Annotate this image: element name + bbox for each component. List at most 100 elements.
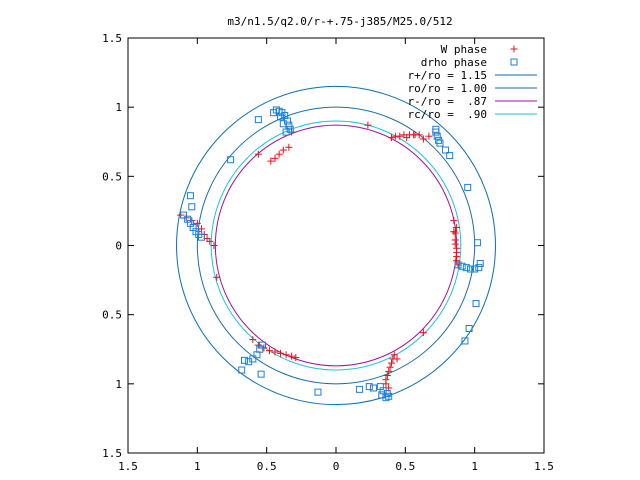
x-tick-label: 0 [333, 460, 340, 473]
w-phase-point [419, 329, 427, 337]
w-phase-point [393, 355, 401, 363]
w-phase-point [249, 336, 257, 344]
drho-phase-point [188, 203, 196, 211]
w-phase-point [451, 240, 459, 248]
y-tick-label: 1.5 [102, 447, 122, 460]
drho-phase-point [446, 152, 454, 160]
drho-phase-point [473, 239, 481, 247]
y-tick-label: 0.5 [102, 309, 122, 322]
w-phase-point [383, 372, 391, 380]
legend-label: ro/ro = 1.00 [408, 82, 487, 95]
w-phase-point [267, 157, 275, 165]
drho-phase-point [476, 259, 484, 267]
drho-phase-point [253, 351, 261, 359]
w-phase-point [387, 359, 395, 367]
w-phase-point [279, 146, 287, 154]
drho-phase-point [461, 337, 469, 345]
drho-phase-point [475, 264, 483, 272]
w-phase-point [210, 242, 218, 249]
drho-phase-point [270, 109, 278, 117]
legend-marker [510, 45, 518, 53]
drho-phase-point [238, 366, 246, 374]
w-phase-point [419, 135, 427, 143]
drho-phase-point [464, 183, 472, 191]
circle-r-1 [196, 106, 476, 385]
w-phase-point [387, 134, 395, 142]
drho-phase-point [279, 120, 287, 128]
w-phase-point [392, 132, 400, 140]
drho-phase-point [465, 325, 473, 332]
legend-label: W phase [441, 43, 487, 56]
w-phase-point [390, 351, 398, 359]
circle-r-0-87 [214, 124, 458, 367]
drho-phase-point [432, 125, 440, 133]
y-tick-label: 1 [115, 378, 122, 391]
circle-r-1-15 [176, 85, 496, 406]
drho-phase-point [356, 385, 364, 393]
w-phase-point [386, 363, 394, 371]
w-phase-point [271, 348, 279, 356]
w-phase-point [254, 150, 262, 158]
y-tick-label: 1.5 [102, 32, 122, 45]
w-phase-point [288, 352, 296, 360]
series-w-phase [177, 121, 462, 392]
w-phase-point [285, 143, 293, 151]
w-phase-point [277, 349, 285, 357]
x-tick-label: 1.5 [534, 460, 554, 473]
x-tick-label: 1.5 [118, 460, 138, 473]
y-tick-label: 1 [115, 101, 122, 114]
w-phase-point [206, 237, 214, 245]
w-phase-point [450, 228, 458, 236]
drho-phase-point [462, 264, 470, 272]
x-tick-label: 0.5 [395, 460, 415, 473]
drho-phase-point [197, 233, 205, 241]
chart-title: m3/n1.5/q2.0/r-+.75-j385/M25.0/512 [227, 15, 452, 28]
drho-phase-point [179, 211, 187, 219]
series-drho-phase [179, 106, 484, 402]
drho-phase-point [254, 116, 262, 124]
x-tick-label: 0.5 [257, 460, 277, 473]
w-phase-point [292, 354, 300, 362]
y-tick-label: 0 [115, 240, 122, 253]
w-phase-point [282, 351, 290, 359]
legend-label: rc/ro = .90 [408, 108, 487, 121]
drho-phase-point [365, 383, 373, 391]
drho-phase-point [442, 146, 450, 154]
legend-label: drho phase [421, 56, 487, 69]
drho-phase-point [257, 370, 265, 378]
drho-phase-point [472, 300, 480, 308]
w-phase-point [453, 224, 461, 232]
legend-label: r+/ro = 1.15 [408, 69, 487, 82]
drho-phase-point [471, 265, 479, 273]
drho-phase-point [369, 384, 377, 392]
w-phase-point [451, 229, 459, 237]
w-phase-point [403, 134, 411, 142]
drho-phase-point [454, 261, 462, 269]
drho-phase-point [245, 358, 253, 366]
drho-phase-point [433, 132, 441, 140]
drho-phase-point [186, 192, 194, 200]
w-phase-point [254, 341, 262, 349]
drho-phase-point [436, 139, 444, 147]
drho-phase-point [314, 388, 322, 396]
drho-phase-point [277, 113, 285, 121]
w-phase-point [454, 261, 462, 269]
drho-phase-point [282, 128, 290, 136]
w-phase-point [213, 273, 221, 281]
w-phase-point [450, 217, 458, 225]
drho-phase-point [378, 391, 386, 399]
w-phase-point [410, 131, 418, 139]
w-phase-point [271, 154, 279, 162]
y-tick-label: 0.5 [102, 170, 122, 183]
legend-marker [510, 58, 518, 66]
w-phase-point [385, 367, 393, 375]
w-phase-point [193, 219, 201, 227]
axis-ticks: 1.5 1 0.5 0 0.5 1 1.51.510.500.511.5 [102, 32, 554, 473]
w-phase-point [364, 121, 372, 129]
w-phase-point [425, 132, 433, 140]
data-points [177, 106, 484, 402]
drho-phase-point [227, 156, 235, 164]
drho-phase-point [467, 265, 475, 273]
legend-label: r-/ro = .87 [408, 95, 487, 108]
